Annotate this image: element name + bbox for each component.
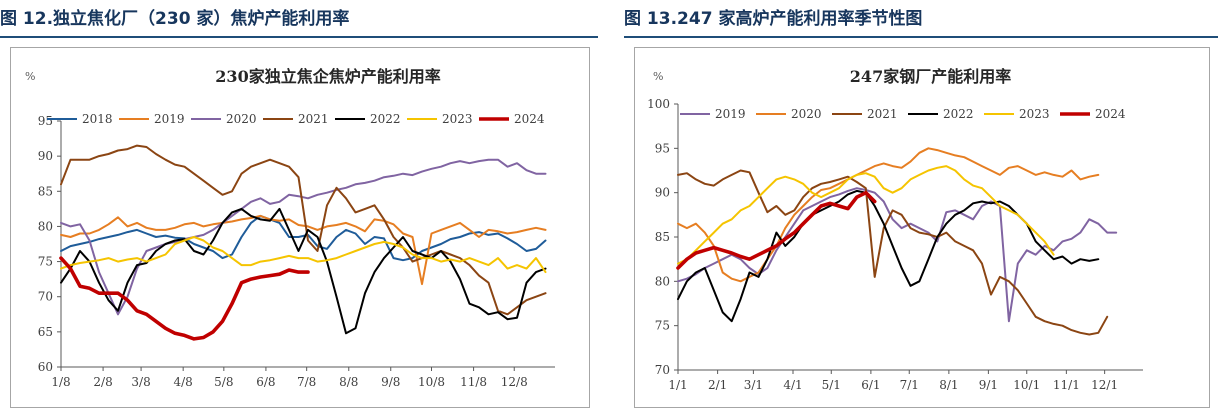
panel-blast-furnace-utilization: 图 13.247 家高炉产能利用率季节性图 247家钢厂产能利用率% 70 75 80… [624, 0, 1218, 416]
chart0-legend-label-2018: 2018 [82, 112, 113, 126]
chart1-series-line-2024 [676, 190, 877, 270]
chart1-y-tick-label: 90 [655, 186, 670, 200]
chart0-y-tick-label: 95 [38, 114, 53, 128]
chart0-legend-label-2019: 2019 [154, 112, 185, 126]
chart1-y-tick-label: 85 [655, 230, 670, 244]
chart0-y-tick-label: 80 [38, 219, 53, 233]
chart0-series-line-2022 [60, 207, 547, 335]
chart0-y-tick-label: 85 [38, 184, 53, 198]
chart0-y-tick-label: 65 [38, 325, 53, 339]
chart1-legend-label-2023: 2023 [1019, 107, 1050, 121]
chart1-y-tick-label: 95 [655, 141, 670, 155]
chart0-x-tick-label: 11/8 [460, 375, 487, 389]
chart0-series-line-2023 [60, 236, 547, 274]
chart1-legend-label-2021: 2021 [867, 107, 898, 121]
chart1-x-tick-label: 1/1 [668, 378, 687, 392]
chart1-series-line-2022 [677, 189, 1100, 323]
chart1-series-line-2020 [677, 147, 1100, 283]
chart0-x-tick-label: 8/8 [339, 375, 358, 389]
chart1-x-tick-label: 11/1 [1053, 378, 1080, 392]
chart1-legend-label-2024: 2024 [1095, 107, 1126, 121]
chart0-y-tick-label: 75 [38, 255, 53, 269]
figure-caption-left: 图 12.独立焦化厂（230 家）焦炉产能利用率 [0, 9, 350, 29]
chart1-x-tick-label: 2/1 [708, 378, 727, 392]
chart0-y-tick-label: 60 [38, 360, 53, 374]
chart1-x-tick-label: 3/1 [744, 378, 763, 392]
chart0-x-tick-label: 5/8 [214, 375, 233, 389]
chart1-x-tick-label: 5/1 [822, 378, 841, 392]
chart1-x-tick-label: 7/1 [900, 378, 919, 392]
chart0-x-tick-label: 6/8 [256, 375, 275, 389]
chart1-legend-label-2022: 2022 [943, 107, 974, 121]
blast-furnace-utilization-chart: 247家钢厂产能利用率% 70 75 80 85 90 95 100 1/1 2/1 3/1 4/1 5… [647, 67, 1143, 392]
chart1-y-tick-label: 70 [655, 363, 670, 377]
caption-divider-left [0, 36, 598, 38]
chart0-series-line-2024 [59, 256, 310, 341]
chart0-series-line-2021 [60, 144, 547, 316]
chart1-series-line-2021 [677, 169, 1109, 336]
chart0-legend-label-2024: 2024 [514, 112, 545, 126]
chart1-y-tick-label: 75 [655, 319, 670, 333]
chart0-x-tick-label: 10/8 [418, 375, 445, 389]
chart0-x-tick-label: 7/8 [297, 375, 316, 389]
chart0-legend-label-2023: 2023 [442, 112, 473, 126]
chart1-y-tick-label: 80 [655, 274, 670, 288]
chart1-legend-label-2019: 2019 [715, 107, 746, 121]
chart1-y-tick-label: 100 [647, 97, 670, 111]
chart0-x-tick-label: 9/8 [381, 375, 400, 389]
figure-caption-right: 图 13.247 家高炉产能利用率季节性图 [624, 9, 923, 29]
chart0-legend-label-2020: 2020 [226, 112, 257, 126]
chart0-series-line-2020 [60, 158, 547, 316]
chart1-x-tick-label: 9/1 [979, 378, 998, 392]
chart0-legend-label-2022: 2022 [370, 112, 401, 126]
chart-frame-right: 247家钢厂产能利用率% 70 75 80 85 90 95 100 1/1 2/1 3/1 4/1 5… [634, 47, 1210, 408]
chart0-title: 230家独立焦企焦炉产能利用率 [215, 67, 440, 86]
chart0-y-unit: % [25, 70, 35, 83]
chart1-title: 247家钢厂产能利用率 [850, 67, 1011, 86]
chart1-series-line-2019 [677, 187, 1118, 323]
chart0-y-tick-label: 70 [38, 290, 53, 304]
chart1-x-tick-label: 8/1 [939, 378, 958, 392]
chart0-series-line-2019 [60, 214, 547, 286]
panel-coking-utilization: 图 12.独立焦化厂（230 家）焦炉产能利用率 230家独立焦企焦炉产能利用率… [0, 0, 598, 416]
chart0-y-tick-label: 90 [38, 149, 53, 163]
chart0-x-tick-label: 2/8 [93, 375, 112, 389]
coking-utilization-chart: 230家独立焦企焦炉产能利用率% 60 65 70 75 80 85 90 95 1/8 2/8 3/… [25, 67, 555, 389]
chart1-x-tick-label: 4/1 [783, 378, 802, 392]
chart-frame-left: 230家独立焦企焦炉产能利用率% 60 65 70 75 80 85 90 95 1/8 2/8 3/… [10, 47, 590, 408]
chart1-y-unit: % [653, 70, 663, 83]
chart0-x-tick-label: 1/8 [51, 375, 70, 389]
chart1-x-tick-label: 12/1 [1091, 378, 1118, 392]
chart1-series-line-2023 [677, 165, 1055, 265]
chart0-x-tick-label: 4/8 [174, 375, 193, 389]
chart1-x-tick-label: 6/1 [861, 378, 880, 392]
chart0-legend-label-2021: 2021 [298, 112, 329, 126]
chart1-x-tick-label: 10/1 [1013, 378, 1040, 392]
caption-divider-right [624, 36, 1218, 38]
chart0-series-line-2018 [60, 214, 547, 262]
chart0-x-tick-label: 3/8 [131, 375, 150, 389]
chart0-x-tick-label: 12/8 [501, 375, 528, 389]
chart1-legend-label-2020: 2020 [791, 107, 822, 121]
